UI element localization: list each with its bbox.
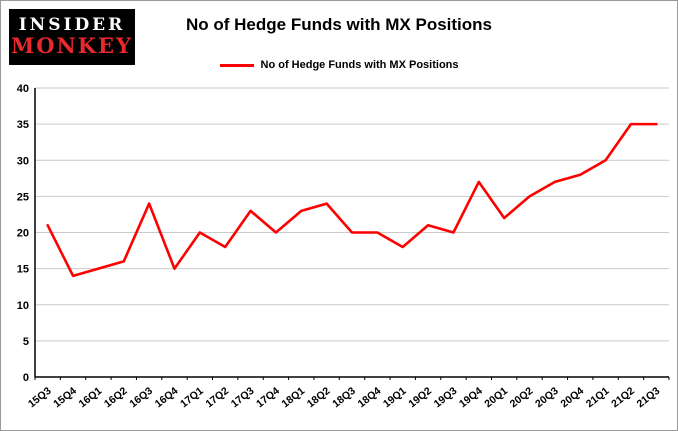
x-tick-label: 16Q1 [77, 385, 105, 410]
chart-legend: No of Hedge Funds with MX Positions [1, 59, 677, 71]
x-tick-label: 18Q1 [279, 385, 307, 410]
x-tick-label: 20Q2 [508, 385, 536, 410]
x-tick-label: 20Q4 [558, 385, 586, 410]
x-tick-label: 19Q3 [432, 385, 460, 410]
x-tick-label: 21Q3 [635, 385, 663, 410]
insider-monkey-logo[interactable]: INSIDER MONKEY [9, 9, 135, 65]
y-tick-label: 10 [17, 300, 29, 312]
y-tick-label: 25 [17, 191, 29, 203]
x-tick-label: 20Q3 [533, 385, 561, 410]
x-tick-label: 16Q3 [127, 385, 155, 410]
hedge-funds-data-line [46, 122, 658, 278]
logo-line-monkey: MONKEY [11, 32, 133, 58]
x-tick-label: 19Q4 [457, 385, 485, 410]
x-tick-label: 17Q2 [203, 385, 231, 410]
y-tick-label: 40 [17, 83, 29, 95]
y-tick-label: 35 [17, 119, 29, 131]
x-tick-label: 21Q1 [584, 385, 612, 410]
legend-line-swatch [219, 63, 254, 67]
x-tick-label: 15Q3 [26, 385, 54, 410]
x-tick-label: 21Q2 [609, 385, 637, 410]
y-tick-label: 5 [23, 336, 29, 348]
x-tick-label: 18Q4 [356, 385, 384, 410]
x-tick-label: 16Q2 [102, 385, 130, 410]
x-tick-label: 18Q3 [330, 385, 358, 410]
legend-label: No of Hedge Funds with MX Positions [260, 59, 459, 71]
x-tick-label: 18Q2 [305, 385, 333, 410]
y-tick-label: 20 [17, 228, 29, 240]
chart-title: No of Hedge Funds with MX Positions [186, 15, 492, 34]
x-tick-label: 17Q4 [254, 385, 282, 410]
y-tick-label: 0 [23, 372, 29, 384]
x-tick-label: 17Q1 [178, 385, 206, 410]
y-tick-label: 15 [17, 264, 29, 276]
y-tick-label: 30 [17, 155, 29, 167]
x-tick-label: 19Q1 [381, 385, 409, 410]
x-tick-label: 17Q3 [229, 385, 257, 410]
x-tick-label: 19Q2 [406, 385, 434, 410]
x-tick-label: 15Q4 [51, 385, 79, 410]
logo-line-insider: INSIDER [18, 15, 126, 36]
x-tick-label: 16Q4 [153, 385, 181, 410]
x-tick-label: 20Q1 [482, 385, 510, 410]
